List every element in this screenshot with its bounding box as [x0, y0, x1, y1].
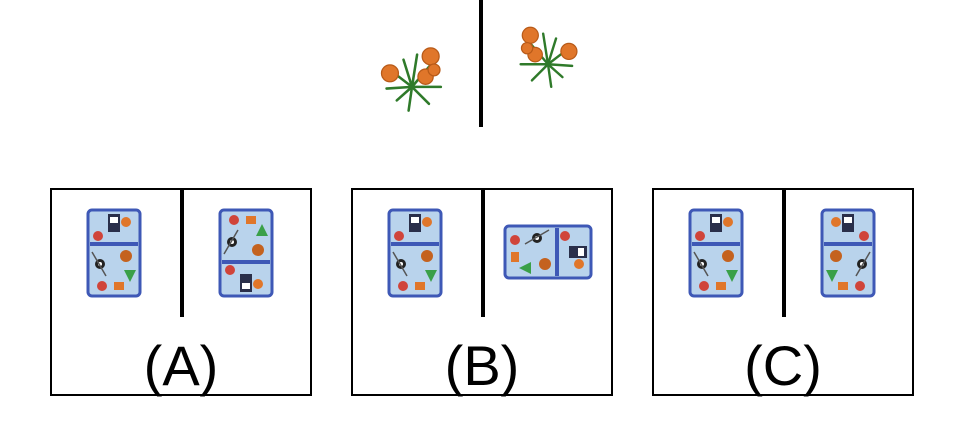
- option-c-mirror-line: [782, 190, 786, 317]
- question-right-image: [508, 16, 588, 90]
- orange-flower-bush-icon: [380, 46, 443, 112]
- question-left-image: [372, 36, 452, 114]
- lunch-bag-icon: [688, 208, 744, 298]
- option-b-label: (B): [444, 334, 520, 397]
- lunch-bag-icon: [387, 208, 443, 298]
- option-a-right-image: [218, 208, 274, 298]
- option-a-mirror-line: [180, 190, 184, 317]
- lunch-bag-flipped-vertical-icon: [218, 208, 274, 298]
- lunch-bag-rotated-icon: [503, 224, 593, 280]
- option-b-left-image: [387, 208, 443, 298]
- option-b-right-image: [503, 224, 593, 280]
- option-c-right-image: [820, 208, 876, 298]
- option-b-mirror-line: [481, 190, 485, 317]
- option-c-left-image: [688, 208, 744, 298]
- lunch-bag-mirrored-icon: [820, 208, 876, 298]
- option-c[interactable]: (C): [652, 188, 914, 396]
- option-a-left-image: [86, 208, 142, 298]
- lunch-bag-icon: [86, 208, 142, 298]
- option-a[interactable]: (A): [50, 188, 312, 396]
- option-c-label: (C): [744, 334, 822, 397]
- option-a-label: (A): [143, 334, 219, 397]
- orange-flower-bush-mirrored-icon: [519, 26, 579, 88]
- option-b[interactable]: (B): [351, 188, 613, 396]
- question-mirror-line: [479, 0, 483, 127]
